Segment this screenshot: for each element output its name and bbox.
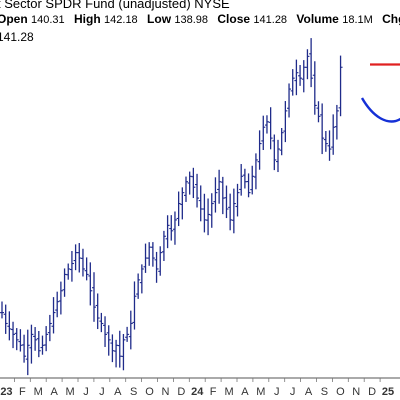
open-value: 140.31 xyxy=(31,14,65,26)
last-price: 141.28 xyxy=(0,30,34,44)
volume-value: 18.1M xyxy=(342,14,373,26)
chart-title: t Sector SPDR Fund (unadjusted) NYSE xyxy=(0,0,230,11)
x-tick-label: A xyxy=(241,386,249,398)
volume-label: Volume xyxy=(296,12,339,26)
x-tick-label: M xyxy=(256,386,265,398)
x-tick-label: M xyxy=(65,386,74,398)
x-tick-label: F xyxy=(210,386,217,398)
x-tick-label: 24 xyxy=(191,386,204,398)
x-tick-label: S xyxy=(130,386,137,398)
x-tick-label: N xyxy=(161,386,169,398)
x-tick-label: F xyxy=(19,386,26,398)
x-tick-label: O xyxy=(336,386,345,398)
x-tick-label: O xyxy=(145,386,154,398)
x-tick-label: J xyxy=(290,386,296,398)
high-label: High xyxy=(74,12,101,26)
close-value: 141.28 xyxy=(253,14,288,26)
chg-label: Chg xyxy=(382,12,400,26)
x-tick-label: S xyxy=(321,386,328,398)
x-tick-label: J xyxy=(99,386,105,398)
low-label: Low xyxy=(147,12,172,26)
x-tick-label: 25 xyxy=(382,386,394,398)
x-tick-label: A xyxy=(305,386,313,398)
x-tick-label: M xyxy=(34,386,43,398)
x-tick-label: 23 xyxy=(0,386,12,398)
low-value: 138.98 xyxy=(174,14,209,26)
x-tick-label: M xyxy=(224,386,233,398)
rounded-bottom-arc xyxy=(360,97,400,123)
x-tick-label: A xyxy=(50,386,58,398)
close-label: Close xyxy=(217,12,251,26)
x-tick-label: J xyxy=(274,386,280,398)
x-tick-label: N xyxy=(352,386,360,398)
x-tick-label: A xyxy=(114,386,122,398)
ohlc-readout: Open 140.31 High 142.18 Low 138.98 Close… xyxy=(0,12,400,26)
high-value: 142.18 xyxy=(104,14,138,26)
open-label: Open xyxy=(0,12,28,26)
x-tick-label: D xyxy=(368,386,376,398)
x-tick-label: J xyxy=(83,386,89,398)
x-tick-label: D xyxy=(177,386,185,398)
